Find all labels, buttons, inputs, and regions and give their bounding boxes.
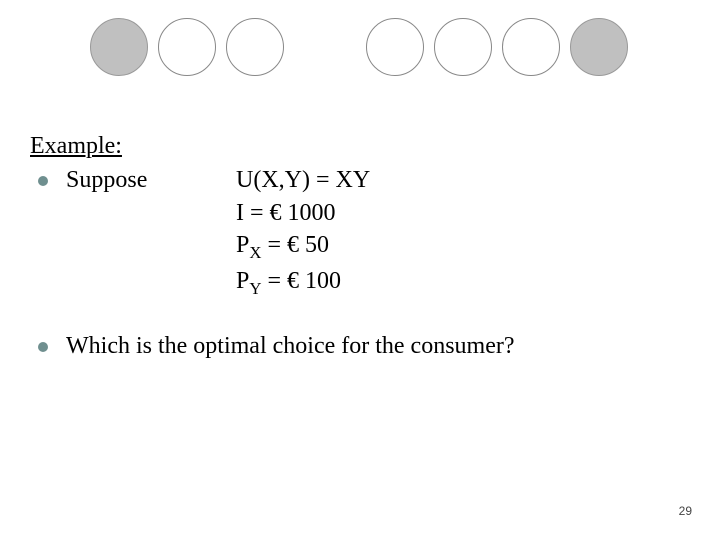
bullet-suppose: Suppose U(X,Y) = XY I = € 1000 PX = € 50…	[30, 164, 690, 300]
price-y-line: PY = € 100	[236, 265, 370, 300]
circle-decor	[434, 18, 492, 76]
circle-decor	[366, 18, 424, 76]
decorative-circles-row	[0, 18, 720, 76]
py-sub: Y	[249, 278, 261, 297]
example-heading: Example:	[30, 130, 690, 162]
circle-decor	[158, 18, 216, 76]
py-pre: P	[236, 268, 249, 294]
bullet-icon	[38, 342, 48, 352]
circle-decor	[502, 18, 560, 76]
suppose-label: Suppose	[66, 164, 236, 196]
px-pre: P	[236, 232, 249, 258]
circle-decor	[226, 18, 284, 76]
px-sub: X	[249, 243, 261, 262]
utility-line: U(X,Y) = XY	[236, 164, 370, 196]
values-column: U(X,Y) = XY I = € 1000 PX = € 50 PY = € …	[236, 164, 370, 300]
circle-gap	[294, 18, 356, 76]
bullet-question: Which is the optimal choice for the cons…	[30, 330, 690, 362]
page-number: 29	[679, 504, 692, 518]
circle-decor	[570, 18, 628, 76]
circle-decor	[90, 18, 148, 76]
bullet-icon	[38, 176, 48, 186]
question-text: Which is the optimal choice for the cons…	[66, 330, 515, 362]
px-post: = € 50	[261, 232, 329, 258]
price-x-line: PX = € 50	[236, 229, 370, 264]
slide-content: Example: Suppose U(X,Y) = XY I = € 1000 …	[30, 130, 690, 369]
income-line: I = € 1000	[236, 197, 370, 229]
py-post: = € 100	[261, 268, 341, 294]
